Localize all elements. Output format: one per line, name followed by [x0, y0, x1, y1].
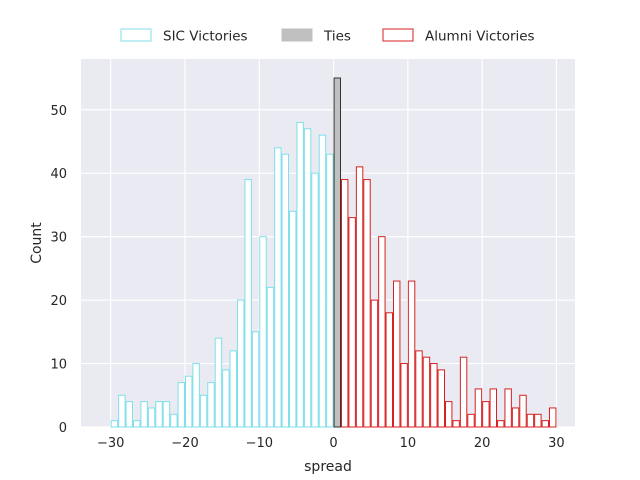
bar-alumni-victories [497, 420, 505, 428]
bar-sic-victories [199, 394, 208, 428]
bar-sic-victories [110, 420, 119, 428]
bar-alumni-victories [341, 179, 349, 428]
y-tick-label: 30 [50, 231, 67, 246]
bar-alumni-victories [348, 217, 356, 428]
bar-alumni-victories [511, 407, 520, 428]
legend-swatch-ties [281, 28, 313, 42]
bar-sic-victories [177, 382, 185, 428]
x-tick-label: 0 [329, 436, 337, 451]
bar-sic-victories [266, 286, 275, 428]
bar-sic-victories [140, 401, 148, 428]
bar-sic-victories [259, 236, 267, 428]
bar-sic-victories [155, 401, 163, 428]
bar-sic-victories [303, 128, 312, 428]
y-tick-label: 0 [59, 421, 67, 436]
bar-alumni-victories [452, 420, 460, 428]
bar-alumni-victories [415, 350, 423, 428]
y-axis-label: Count [29, 222, 45, 264]
y-tick-label: 50 [50, 104, 67, 119]
bar-sic-victories [244, 179, 252, 428]
bar-sic-victories [162, 401, 171, 428]
bar-sic-victories [237, 299, 245, 428]
bar-sic-victories [274, 147, 282, 428]
x-tick-label: −20 [171, 436, 198, 451]
x-tick-label: −10 [246, 436, 273, 451]
x-tick-labels: −30 −20 −10 0 10 20 30 [97, 436, 565, 451]
bar-alumni-victories [459, 356, 468, 428]
x-tick-label: 10 [400, 436, 417, 451]
x-tick-label: 20 [474, 436, 491, 451]
bar-sic-victories [125, 401, 133, 428]
bar-sic-victories [229, 350, 237, 428]
y-tick-label: 20 [50, 294, 67, 309]
bar-sic-victories [133, 420, 141, 428]
bar-sic-victories [214, 337, 223, 428]
bar-ties [333, 77, 342, 428]
bar-alumni-victories [400, 363, 408, 428]
bar-sic-victories [170, 413, 178, 428]
legend-swatch-sic-victories [120, 28, 152, 42]
bar-alumni-victories [407, 280, 416, 428]
y-tick-label: 10 [50, 358, 67, 373]
bar-alumni-victories [430, 363, 438, 428]
bar-sic-victories [251, 331, 260, 428]
bar-alumni-victories [385, 312, 394, 428]
y-tick-labels: 0 10 20 30 40 50 [50, 104, 67, 436]
bar-alumni-victories [363, 179, 371, 428]
bar-sic-victories [185, 375, 193, 428]
bar-alumni-victories [355, 166, 364, 428]
bar-alumni-victories [482, 401, 490, 428]
bar-sic-victories [326, 153, 334, 428]
bar-sic-victories [222, 369, 230, 428]
bar-sic-victories [207, 382, 215, 428]
x-tick-label: −30 [97, 436, 124, 451]
bar-alumni-victories [467, 413, 475, 428]
bar-alumni-victories [474, 388, 483, 428]
bar-alumni-victories [519, 394, 527, 428]
bar-alumni-victories [534, 413, 542, 428]
legend: SIC Victories Ties Alumni Victories [120, 28, 535, 45]
bar-sic-victories [296, 121, 304, 428]
bar-sic-victories [318, 134, 327, 428]
bar-sic-victories [147, 407, 156, 428]
bar-alumni-victories [445, 401, 453, 428]
bar-alumni-victories [437, 369, 446, 428]
bar-sic-victories [289, 210, 297, 428]
bar-alumni-victories [378, 236, 386, 428]
y-tick-label: 40 [50, 167, 67, 182]
legend-label-ties: Ties [323, 29, 351, 45]
bar-alumni-victories [504, 388, 512, 428]
histogram-bars [110, 77, 557, 428]
bar-alumni-victories [422, 356, 431, 428]
bar-alumni-victories [393, 280, 401, 428]
bar-alumni-victories [526, 413, 535, 428]
bar-alumni-victories [489, 388, 498, 428]
bar-sic-victories [281, 153, 290, 428]
bar-alumni-victories [370, 299, 379, 428]
bar-alumni-victories [549, 407, 557, 428]
bar-sic-victories [311, 172, 319, 428]
legend-label-sic-victories: SIC Victories [163, 29, 248, 45]
legend-label-alumni-victories: Alumni Victories [425, 29, 535, 45]
bar-sic-victories [118, 394, 126, 428]
x-tick-label: 30 [548, 436, 565, 451]
bar-alumni-victories [541, 420, 549, 428]
x-axis-label: spread [304, 459, 352, 475]
bar-sic-victories [192, 363, 200, 428]
legend-swatch-alumni-victories [382, 28, 414, 42]
